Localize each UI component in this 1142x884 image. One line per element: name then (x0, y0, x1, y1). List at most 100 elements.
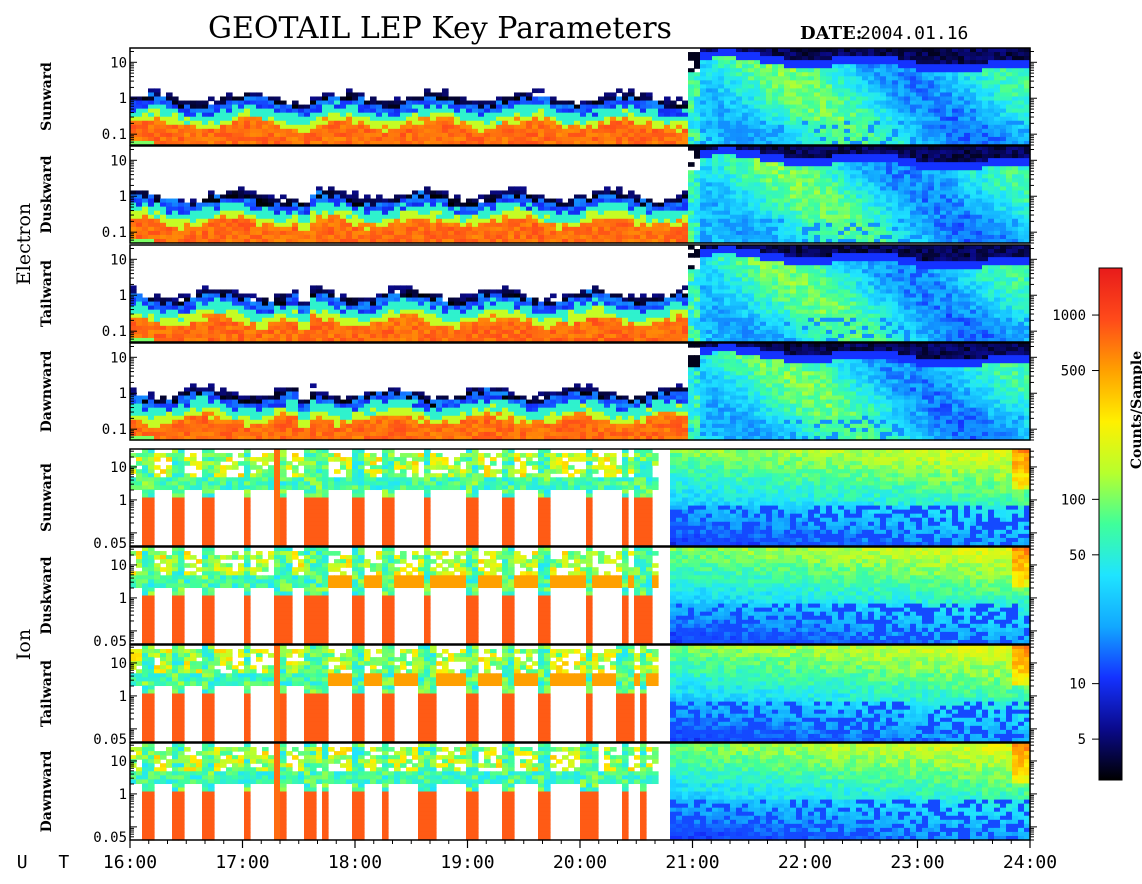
heatmap-cell (364, 211, 371, 216)
heatmap-cell (430, 199, 437, 204)
heatmap-cell (928, 203, 935, 208)
heatmap-cell (682, 235, 689, 240)
heatmap-cell (538, 113, 545, 118)
heatmap-cell (628, 223, 635, 228)
heatmap-cell (172, 219, 179, 224)
heatmap-cell (544, 133, 551, 138)
heatmap-cell (430, 121, 437, 126)
heatmap-cell (856, 80, 863, 85)
heatmap-cell (952, 223, 959, 228)
heatmap-cell (190, 117, 197, 122)
heatmap-cell (934, 121, 941, 126)
heatmap-cell (700, 125, 707, 130)
heatmap-cell (712, 231, 719, 236)
heatmap-cell (154, 133, 161, 138)
heatmap-cell (394, 125, 401, 130)
heatmap-cell (754, 117, 761, 122)
heatmap-cell (778, 207, 785, 212)
heatmap-cell (910, 129, 917, 134)
heatmap-cell (760, 207, 767, 212)
heatmap-cell (412, 121, 419, 126)
heatmap-cell (838, 211, 845, 216)
heatmap-cell (898, 64, 905, 69)
heatmap-cell (580, 125, 587, 130)
heatmap-cell (826, 235, 833, 240)
heatmap-cell (760, 150, 767, 155)
heatmap-cell (898, 231, 905, 236)
heatmap-cell (496, 97, 503, 102)
heatmap-cell (412, 227, 419, 232)
heatmap-cell (334, 223, 341, 228)
heatmap-cell (268, 219, 275, 224)
heatmap-cell (160, 223, 167, 228)
heatmap-cell (472, 129, 479, 134)
heatmap-cell (166, 125, 173, 130)
heatmap-cell (238, 215, 245, 220)
heatmap-cell (724, 129, 731, 134)
heatmap-cell (1018, 117, 1025, 122)
heatmap-cell (160, 231, 167, 236)
heatmap-cell (622, 195, 629, 200)
heatmap-cell (718, 195, 725, 200)
heatmap-cell (688, 68, 695, 73)
heatmap-cell (166, 227, 173, 232)
heatmap-cell (880, 166, 887, 171)
heatmap-cell (286, 117, 293, 122)
heatmap-cell (994, 64, 1001, 69)
heatmap-cell (880, 199, 887, 204)
heatmap-cell (814, 121, 821, 126)
heatmap-cell (190, 113, 197, 118)
heatmap-cell (730, 195, 737, 200)
heatmap-cell (688, 88, 695, 93)
heatmap-cell (640, 113, 647, 118)
heatmap-cell (1012, 101, 1019, 106)
heatmap-cell (910, 105, 917, 110)
heatmap-cell (658, 211, 665, 216)
heatmap-cell (640, 129, 647, 134)
heatmap-cell (688, 195, 695, 200)
heatmap-cell (838, 125, 845, 130)
heatmap-cell (298, 211, 305, 216)
heatmap-cell (550, 101, 557, 106)
heatmap-cell (292, 223, 299, 228)
heatmap-cell (760, 105, 767, 110)
heatmap-cell (226, 101, 233, 106)
heatmap-cell (784, 150, 791, 155)
heatmap-cell (862, 137, 869, 142)
heatmap-cell (214, 117, 221, 122)
heatmap-cell (688, 227, 695, 232)
heatmap-cell (856, 178, 863, 183)
heatmap-cell (910, 84, 917, 89)
heatmap-cell (232, 97, 239, 102)
heatmap-cell (292, 133, 299, 138)
heatmap-cell (988, 150, 995, 155)
heatmap-cell (748, 215, 755, 220)
heatmap-cell (688, 162, 695, 167)
heatmap-cell (340, 211, 347, 216)
heatmap-cell (358, 129, 365, 134)
heatmap-cell (388, 133, 395, 138)
heatmap-cell (244, 190, 251, 195)
heatmap-cell (166, 113, 173, 118)
heatmap-cell (742, 186, 749, 191)
heatmap-cell (916, 170, 923, 175)
heatmap-cell (490, 203, 497, 208)
heatmap-cell (484, 105, 491, 110)
heatmap-cell (772, 207, 779, 212)
heatmap-cell (724, 76, 731, 81)
heatmap-cell (910, 72, 917, 77)
heatmap-cell (280, 125, 287, 130)
heatmap-cell (208, 207, 215, 212)
heatmap-cell (550, 231, 557, 236)
heatmap-cell (736, 133, 743, 138)
heatmap-cell (988, 195, 995, 200)
heatmap-cell (388, 211, 395, 216)
heatmap-cell (580, 227, 587, 232)
heatmap-cell (304, 113, 311, 118)
heatmap-cell (892, 235, 899, 240)
heatmap-cell (394, 195, 401, 200)
heatmap-cell (682, 219, 689, 224)
heatmap-cell (328, 215, 335, 220)
heatmap-cell (964, 227, 971, 232)
heatmap-cell (256, 227, 263, 232)
